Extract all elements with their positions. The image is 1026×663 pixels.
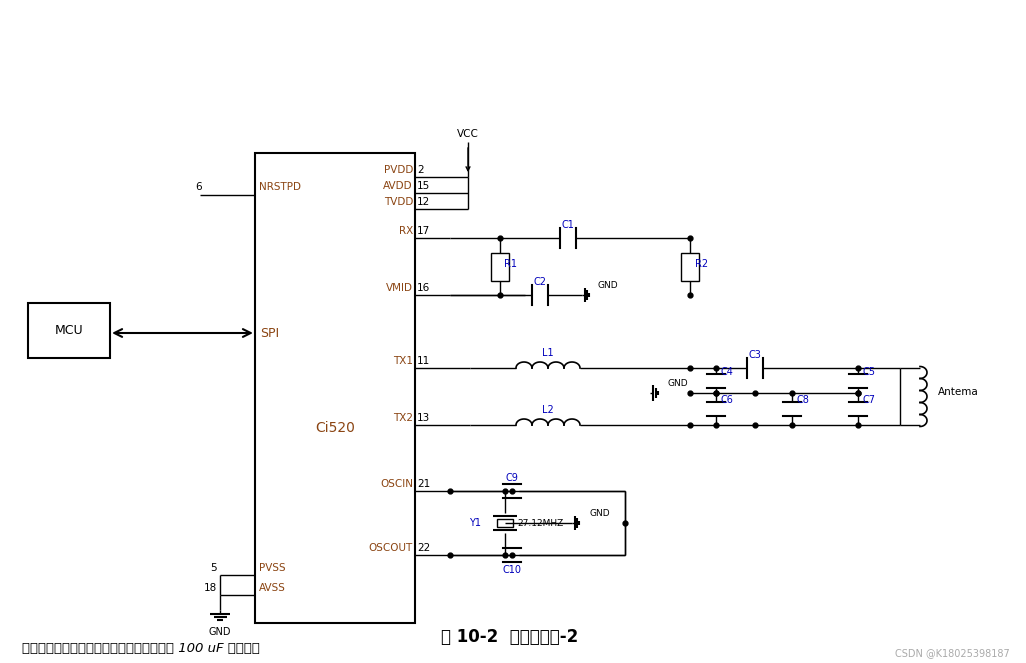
Bar: [28, 303, 110, 358]
Text: C10: C10: [503, 565, 521, 575]
Text: 17: 17: [417, 226, 430, 236]
Text: C8: C8: [797, 395, 810, 405]
Text: RX: RX: [399, 226, 413, 236]
Text: 13: 13: [417, 413, 430, 423]
Text: C6: C6: [721, 395, 734, 405]
Text: 27.12MHZ: 27.12MHZ: [517, 518, 563, 528]
Text: L1: L1: [542, 348, 554, 358]
Text: Antema: Antema: [938, 387, 979, 396]
Text: GND: GND: [208, 627, 231, 637]
Text: 11: 11: [417, 356, 430, 366]
Text: TX1: TX1: [393, 356, 413, 366]
Text: C1: C1: [561, 220, 575, 230]
Text: C2: C2: [534, 277, 547, 287]
Text: L2: L2: [542, 405, 554, 415]
Text: 18: 18: [204, 583, 218, 593]
Bar: [497, 519, 513, 527]
Text: TX2: TX2: [393, 413, 413, 423]
Text: 图 10-2  典型应用图-2: 图 10-2 典型应用图-2: [441, 628, 579, 646]
Text: 16: 16: [417, 283, 430, 293]
Text: NRSTPD: NRSTPD: [259, 182, 301, 192]
Text: C7: C7: [863, 395, 876, 405]
Text: R2: R2: [695, 259, 708, 269]
Text: 12: 12: [417, 197, 430, 207]
Text: 22: 22: [417, 543, 430, 553]
Text: AVSS: AVSS: [259, 583, 286, 593]
Text: CSDN @K18025398187: CSDN @K18025398187: [896, 648, 1010, 658]
Text: 2: 2: [417, 165, 424, 175]
Text: GND: GND: [590, 509, 610, 518]
Text: MCU: MCU: [54, 324, 83, 337]
Text: OSCOUT: OSCOUT: [368, 543, 413, 553]
Text: 21: 21: [417, 479, 430, 489]
Text: 注：使用纽扣电池工作时，电源部分推荐加 100 uF 大电容；: 注：使用纽扣电池工作时，电源部分推荐加 100 uF 大电容；: [22, 642, 260, 655]
Bar: [255, 153, 415, 623]
Text: C3: C3: [749, 350, 761, 360]
Text: TVDD: TVDD: [384, 197, 413, 207]
Text: C5: C5: [863, 367, 876, 377]
Bar: [681, 253, 699, 280]
Text: AVDD: AVDD: [384, 181, 413, 191]
Text: R1: R1: [504, 259, 517, 269]
Text: SPI: SPI: [260, 326, 279, 339]
Text: Ci520: Ci520: [315, 421, 355, 435]
Text: 15: 15: [417, 181, 430, 191]
Text: C9: C9: [506, 473, 518, 483]
Text: 5: 5: [210, 563, 218, 573]
Text: GND: GND: [668, 379, 688, 388]
Text: GND: GND: [598, 281, 619, 290]
Bar: [491, 253, 509, 280]
Text: VCC: VCC: [457, 129, 479, 139]
Text: PVSS: PVSS: [259, 563, 285, 573]
Text: Y1: Y1: [469, 518, 481, 528]
Text: OSCIN: OSCIN: [380, 479, 413, 489]
Text: PVDD: PVDD: [384, 165, 413, 175]
Text: 6: 6: [195, 182, 202, 192]
Text: VMID: VMID: [386, 283, 413, 293]
Text: C4: C4: [721, 367, 734, 377]
